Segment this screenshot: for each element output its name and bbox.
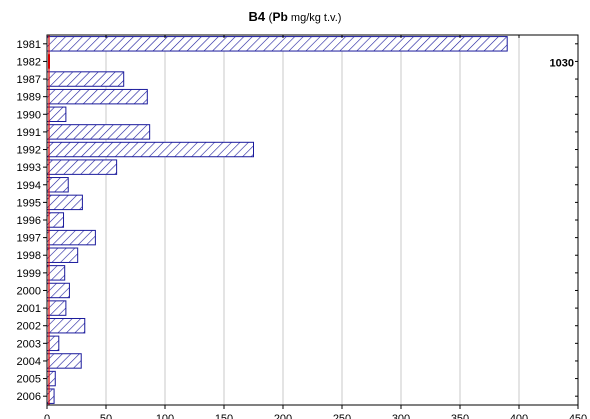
ytick-label: 1994: [17, 180, 41, 192]
chart-subtitle: (Pb mg/kg t.v.): [269, 10, 342, 24]
xtick-label: 300: [392, 413, 410, 419]
ytick-label: 1989: [17, 92, 41, 104]
subtitle-element: Pb: [272, 10, 288, 24]
ytick-label: 1993: [17, 162, 41, 174]
ytick-label: 1997: [17, 233, 41, 245]
ytick-label: 2005: [17, 374, 41, 386]
ytick-label: 2002: [17, 321, 41, 333]
annotation-outlier: 1030: [550, 57, 574, 69]
ytick-label: 1995: [17, 197, 41, 209]
xtick-label: 400: [510, 413, 528, 419]
subtitle-prefix: (: [268, 10, 273, 24]
ytick-label: 2006: [17, 391, 41, 403]
ytick-label: 1996: [17, 215, 41, 227]
bar-1987: [46, 71, 125, 87]
bar-1999: [46, 265, 66, 281]
bar-1993: [46, 159, 118, 175]
bar-2000: [46, 282, 70, 299]
bar-2006: [46, 388, 55, 404]
ytick-label: 1991: [17, 127, 41, 139]
ytick-label: 1992: [17, 145, 41, 157]
bar-1981: [46, 36, 508, 52]
bar-1991: [46, 124, 151, 140]
xtick-label: 50: [100, 413, 112, 419]
bar-2005: [46, 370, 56, 387]
labels: 1981 1982 1987 1989 1990 1991 1992 1993 1994 1995…: [17, 39, 588, 419]
bar-1992: [46, 141, 254, 158]
ytick-label: 2001: [17, 303, 41, 315]
ytick-label: 1999: [17, 268, 41, 280]
grid-lines: [105, 35, 520, 405]
ytick-label: 2003: [17, 338, 41, 350]
xtick-label: 250: [333, 413, 351, 419]
ytick-label: 2000: [17, 285, 41, 297]
ytick-label: 1990: [17, 109, 41, 121]
ytick-label: 2004: [17, 356, 41, 368]
chart-title-main: B4: [248, 9, 266, 24]
bar-1998: [46, 247, 79, 263]
xtick-label: 150: [215, 413, 233, 419]
ytick-label: 1998: [17, 250, 41, 262]
subtitle-unit: mg/kg t.v.): [287, 12, 342, 24]
xtick-label: 450: [569, 413, 587, 419]
bar-1989: [46, 88, 148, 105]
xtick-label: 200: [274, 413, 292, 419]
chart-title: B4 (Pb mg/kg t.v.): [0, 9, 590, 24]
bar-2004: [46, 353, 82, 369]
bar-1997: [46, 229, 96, 246]
xtick-label: 350: [451, 413, 469, 419]
ytick-label: 1981: [17, 39, 41, 51]
ytick-label: 1987: [17, 74, 41, 86]
axes: [43, 34, 579, 409]
bar-1995: [46, 194, 83, 211]
bar-1990: [46, 106, 67, 123]
bar-2001: [46, 300, 67, 316]
bar-2002: [46, 317, 86, 334]
bar-1994: [46, 177, 69, 193]
xtick-label: 0: [44, 413, 50, 419]
bars: [46, 36, 508, 404]
xtick-label: 100: [156, 413, 174, 419]
ytick-label: 1982: [17, 56, 41, 68]
